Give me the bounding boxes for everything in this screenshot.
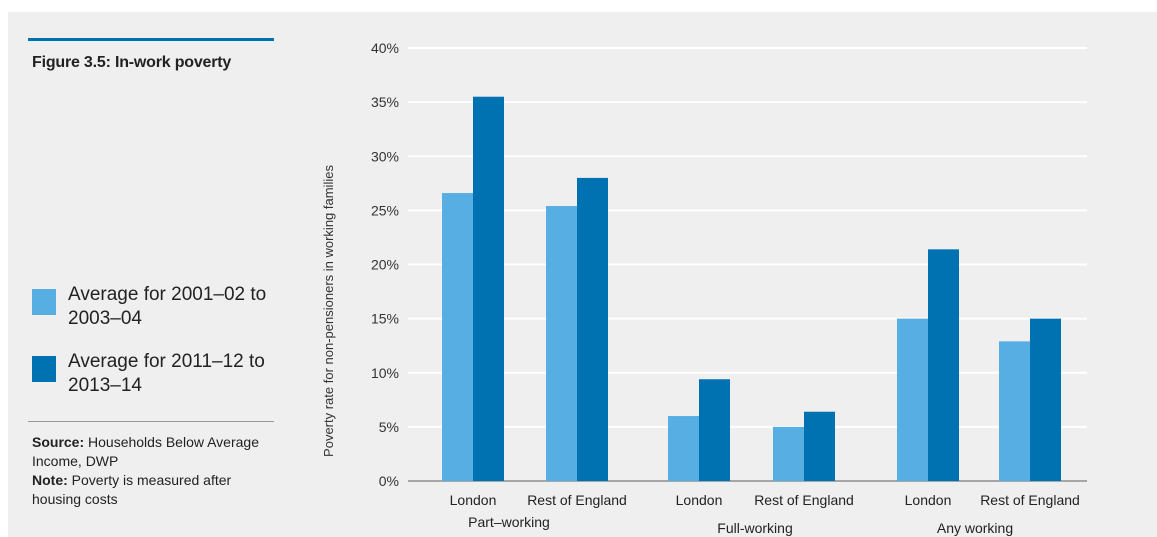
- legend-swatch-2001: [32, 289, 56, 315]
- bar-2011-2: [699, 379, 730, 481]
- legend-label-2011: Average for 2011–12 to 2013–14: [68, 351, 265, 396]
- bar-2011-5: [1030, 318, 1061, 481]
- notes-rule: [28, 421, 274, 422]
- category-label: Rest of England: [980, 492, 1080, 508]
- note-label: Note:: [32, 472, 68, 488]
- y-tick-label: 0%: [379, 473, 399, 489]
- y-tick-label: 15%: [371, 311, 399, 327]
- legend-label-2001: Average for 2001–02 to 2003–04: [68, 284, 267, 329]
- bars: [442, 96, 1061, 482]
- group-label: Full-working: [717, 520, 792, 536]
- source-text: Households Below Average Income, DWP: [32, 434, 259, 469]
- y-tick-label: 35%: [371, 94, 399, 110]
- y-tick-label: 40%: [371, 40, 399, 56]
- y-axis-label: Poverty rate for non-pensioners in worki…: [321, 165, 336, 457]
- y-tick-labels: 0% 5% 10% 15% 20% 25% 30% 35% 40%: [371, 40, 399, 489]
- bar-2001-2: [668, 416, 699, 481]
- legend-swatch-2011: [32, 356, 56, 382]
- gridlines: [408, 47, 1087, 482]
- category-label: London: [676, 492, 723, 508]
- title-rule: [28, 38, 274, 41]
- category-label: Rest of England: [754, 492, 854, 508]
- source-notes: Source: Households Below Average Income,…: [32, 433, 282, 509]
- y-tick-label: 20%: [371, 257, 399, 273]
- y-tick-label: 5%: [379, 419, 399, 435]
- source-label: Source:: [32, 434, 85, 450]
- bar-2011-1: [577, 177, 608, 481]
- category-label: Rest of England: [527, 492, 627, 508]
- bar-2001-1: [546, 206, 577, 482]
- bar-2011-0: [473, 96, 504, 482]
- group-label: Part–working: [468, 514, 550, 530]
- group-labels: Part–working Full-working Any working: [468, 514, 1013, 536]
- group-label: Any working: [937, 520, 1013, 536]
- bar-2001-5: [999, 341, 1030, 481]
- figure-title: Figure 3.5: In-work poverty: [32, 54, 232, 71]
- bar-2001-3: [773, 426, 804, 481]
- bar-2001-4: [897, 318, 928, 481]
- category-labels: London Rest of England London Rest of Engla…: [450, 492, 1080, 508]
- bar-2011-4: [928, 249, 959, 481]
- bar-2001-0: [442, 193, 473, 481]
- note-line: Note: Poverty is measured after housing …: [32, 471, 282, 509]
- legend-item-2011: Average for 2011–12 to 2013–14: [32, 350, 282, 410]
- note-text: Poverty is measured after housing costs: [32, 472, 232, 507]
- category-label: London: [905, 492, 952, 508]
- source-line: Source: Households Below Average Income,…: [32, 433, 282, 471]
- bar-2011-3: [804, 411, 835, 481]
- y-tick-label: 25%: [371, 202, 399, 218]
- legend-item-2001: Average for 2001–02 to 2003–04: [32, 283, 282, 343]
- y-tick-label: 30%: [371, 148, 399, 164]
- y-tick-label: 10%: [371, 365, 399, 381]
- category-label: London: [450, 492, 497, 508]
